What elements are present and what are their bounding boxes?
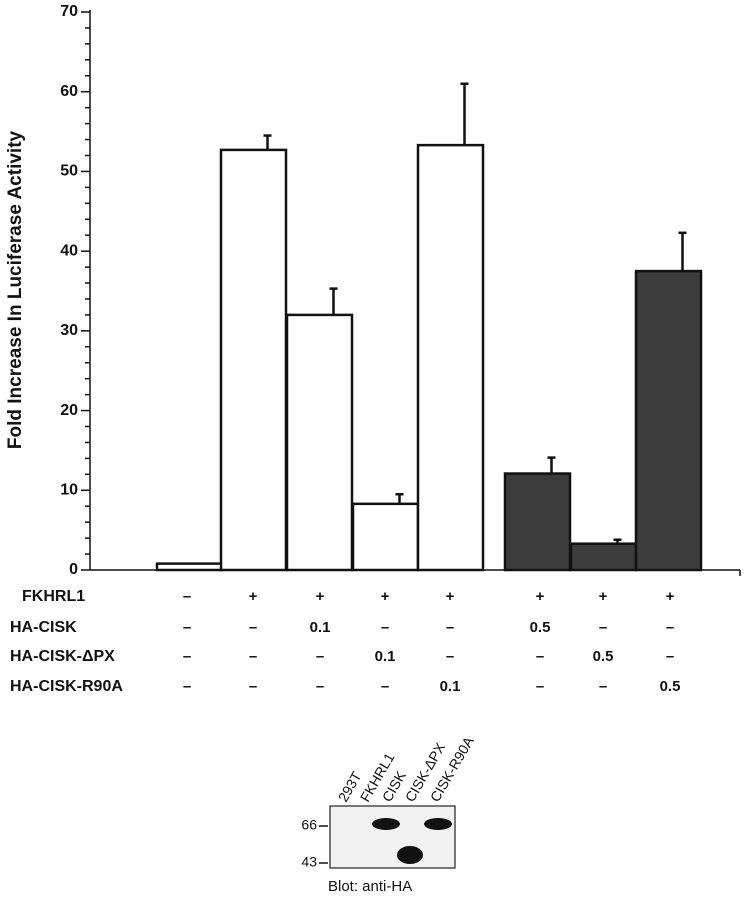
condition-cell: 0.1	[440, 678, 461, 695]
y-tick-label: 10	[60, 482, 78, 499]
bar	[285, 313, 354, 572]
condition-cell: –	[183, 678, 191, 695]
y-tick-label: 40	[60, 242, 78, 259]
condition-cell: –	[183, 648, 191, 665]
condition-cell: –	[316, 678, 324, 695]
condition-cell: –	[381, 619, 389, 636]
blot-marker: 66	[301, 817, 317, 833]
bar	[569, 542, 638, 572]
condition-label: HA-CISK	[10, 619, 77, 636]
blot-band	[397, 846, 423, 864]
y-tick-label: 20	[60, 402, 78, 419]
condition-cell: +	[599, 588, 608, 605]
condition-cell: 0.1	[310, 619, 331, 636]
y-tick-label: 30	[60, 322, 78, 339]
condition-cell: –	[316, 648, 324, 665]
bar	[503, 472, 572, 572]
bar	[416, 143, 485, 572]
condition-cell: 0.5	[530, 619, 551, 636]
condition-cell: –	[666, 648, 674, 665]
blot-band	[424, 818, 452, 830]
blot-marker: 43	[301, 854, 317, 870]
bar	[155, 562, 224, 572]
blot-frame	[329, 805, 456, 869]
condition-label: HA-CISK-R90A	[10, 678, 123, 695]
condition-cell: –	[599, 678, 607, 695]
condition-cell: –	[183, 588, 191, 605]
condition-cell: –	[446, 648, 454, 665]
y-tick-label: 70	[60, 3, 78, 20]
condition-cell: –	[249, 678, 257, 695]
blot-band	[372, 818, 400, 830]
condition-cell: +	[249, 588, 258, 605]
bar	[219, 148, 288, 572]
bar	[351, 502, 420, 572]
condition-cell: –	[536, 678, 544, 695]
condition-cell: –	[249, 619, 257, 636]
blot-caption: Blot: anti-HA	[328, 878, 412, 895]
y-axis-label: Fold Increase In Luciferase Activity	[5, 130, 26, 449]
y-tick-label: 50	[60, 163, 78, 180]
condition-cell: –	[249, 648, 257, 665]
condition-cell: –	[666, 619, 674, 636]
bar	[634, 269, 703, 572]
condition-label: FKHRL1	[22, 588, 85, 605]
condition-cell: –	[381, 678, 389, 695]
condition-cell: 0.5	[593, 648, 614, 665]
condition-cell: +	[666, 588, 675, 605]
condition-cell: +	[316, 588, 325, 605]
condition-cell: –	[536, 648, 544, 665]
condition-label: HA-CISK-ΔPX	[10, 648, 115, 665]
condition-cell: +	[536, 588, 545, 605]
y-tick-label: 0	[69, 561, 78, 578]
condition-cell: 0.1	[375, 648, 396, 665]
condition-cell: +	[446, 588, 455, 605]
condition-cell: –	[599, 619, 607, 636]
condition-cell: +	[381, 588, 390, 605]
condition-cell: 0.5	[660, 678, 681, 695]
y-tick-label: 60	[60, 83, 78, 100]
condition-cell: –	[183, 619, 191, 636]
condition-cell: –	[446, 619, 454, 636]
